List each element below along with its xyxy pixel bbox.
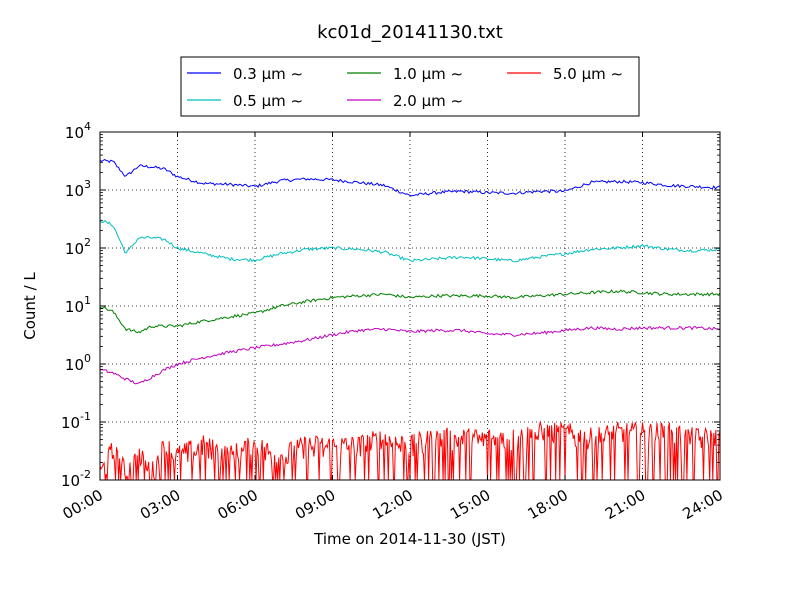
x-tick-label: 12:00 — [370, 486, 416, 523]
x-tick-label: 21:00 — [602, 486, 648, 523]
x-tick-label: 06:00 — [215, 486, 261, 523]
legend-label: 5.0 μm ∼ — [553, 65, 623, 83]
x-tick-label: 18:00 — [525, 486, 571, 523]
legend: 0.3 μm ∼ 0.5 μm ∼ 1.0 μm ∼ 2.0 μm ∼ 5.0 μm ∼ — [180, 56, 640, 117]
x-tick-label: 03:00 — [137, 486, 183, 523]
series-line — [99, 420, 721, 481]
series-line — [99, 289, 721, 334]
x-tick-label: 09:00 — [292, 486, 338, 523]
y-tick-label: 104 — [65, 120, 91, 142]
legend-label: 0.3 μm ∼ — [233, 65, 303, 83]
x-tick-label: 15:00 — [447, 486, 493, 523]
x-axis-label: Time on 2014-11-30 (JST) — [313, 530, 506, 548]
grid — [100, 132, 720, 480]
series-line — [99, 158, 721, 197]
legend-label: 1.0 μm ∼ — [393, 65, 463, 83]
y-axis: 10-2 10-1 100 101 102 103 104 — [61, 120, 720, 490]
y-tick-label: 100 — [65, 352, 91, 374]
series-layer — [99, 158, 721, 481]
x-tick-label: 00:00 — [60, 486, 106, 523]
y-tick-label: 101 — [65, 294, 91, 316]
x-tick-label: 24:00 — [680, 486, 726, 523]
chart-title: kc01d_20141130.txt — [317, 22, 503, 43]
legend-box — [180, 56, 640, 117]
y-axis-label: Count / L — [21, 272, 39, 340]
y-tick-label: 102 — [65, 236, 91, 258]
legend-label: 2.0 μm ∼ — [393, 92, 463, 110]
y-tick-label: 10-2 — [61, 468, 91, 490]
series-line — [99, 325, 721, 385]
y-tick-label: 10-1 — [61, 410, 91, 432]
legend-label: 0.5 μm ∼ — [233, 92, 303, 110]
y-tick-label: 103 — [65, 178, 91, 200]
series-line — [99, 220, 721, 263]
